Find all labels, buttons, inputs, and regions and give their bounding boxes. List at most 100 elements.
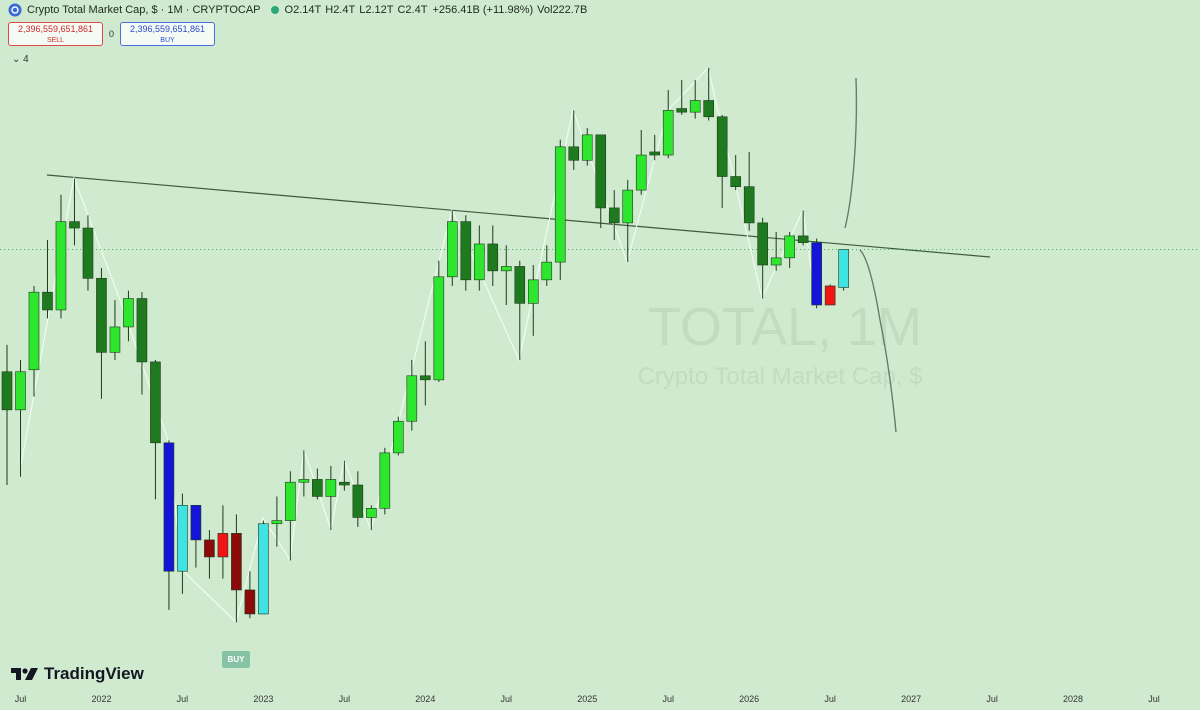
candle-body	[473, 243, 485, 281]
brand: TradingView	[10, 664, 144, 684]
candle-body	[325, 479, 337, 497]
candle-body	[716, 116, 728, 177]
candle-body	[393, 420, 404, 454]
ohlc-value: 2.14T	[293, 4, 322, 16]
indicators-count: 4	[23, 54, 29, 65]
status-dot	[270, 6, 279, 14]
candle-body	[163, 442, 175, 572]
brand-name: TradingView	[44, 664, 144, 683]
x-tick-label: Jul	[662, 694, 674, 704]
candle-body	[581, 134, 593, 161]
candle-body	[69, 221, 80, 229]
candle-body	[339, 481, 350, 486]
watermark-ticker: TOTAL, 1M	[648, 297, 922, 357]
candle-body	[285, 481, 296, 521]
spread: 0	[109, 29, 115, 39]
x-tick-label: 2027	[901, 694, 921, 704]
candle-body	[811, 242, 822, 306]
candle-body	[82, 227, 94, 279]
x-tick-label: Jul	[177, 694, 189, 704]
x-tick-label: 2023	[253, 694, 273, 704]
x-tick-label: 2024	[415, 694, 435, 704]
candle-body	[447, 221, 458, 278]
candle-body	[406, 375, 418, 422]
x-tick-label: Jul	[986, 694, 998, 704]
candle-body	[784, 235, 795, 259]
x-tick-label: 2025	[577, 694, 597, 704]
x-tick-label: 2022	[91, 694, 111, 704]
brand-logo	[11, 668, 38, 680]
candle-body	[217, 533, 229, 558]
volume: 222.7B	[552, 4, 588, 16]
candle-body	[109, 326, 121, 353]
buy-price: 2,396,559,651,861	[129, 24, 206, 34]
indicators-toggle[interactable]: ⌄ 4	[12, 54, 29, 65]
candle-body	[244, 589, 256, 615]
candle-body	[1, 371, 13, 411]
symbol[interactable]: Crypto Total Market Cap, $ · 1M · CRYPTO…	[27, 4, 261, 16]
candle-body	[730, 176, 741, 187]
candle-body	[42, 291, 53, 311]
candle-body	[312, 479, 323, 497]
candle-body	[635, 154, 647, 191]
candle-body	[743, 186, 755, 224]
candle-body	[662, 110, 674, 156]
candle-body	[28, 291, 40, 371]
x-tick-label: Jul	[339, 694, 351, 704]
ohlc-value: 2.4T	[333, 4, 356, 16]
ohlc-key: H	[325, 4, 334, 16]
candle-body	[608, 207, 620, 224]
candle-body	[838, 249, 849, 288]
ohlc-value: 2.4T	[405, 4, 428, 16]
candle-body	[689, 100, 701, 113]
candle-body	[554, 146, 566, 263]
candle-body	[460, 221, 472, 281]
change: +256.41B (+11.98%)	[432, 4, 534, 16]
ohlc-value: 2.12T	[365, 4, 394, 16]
x-tick-label: Jul	[1148, 694, 1160, 704]
candle-body	[595, 134, 607, 209]
candle-body	[136, 298, 148, 363]
buy-button[interactable]: 2,396,559,651,861 BUY	[120, 22, 215, 46]
projection-sketch	[844, 77, 897, 433]
symbol-icon	[8, 3, 22, 17]
candle-body	[433, 276, 445, 381]
buy-marker: BUY	[222, 651, 250, 668]
candle-body	[797, 235, 809, 243]
candle-body	[649, 151, 661, 156]
candle-body	[500, 266, 512, 272]
candle-body	[231, 533, 242, 591]
sell-label: SELL	[46, 37, 65, 44]
x-tick-label: Jul	[501, 694, 513, 704]
candle-body	[757, 222, 768, 266]
ohlc-key: O	[284, 4, 294, 16]
candle-body	[123, 298, 134, 328]
candle-body	[15, 371, 26, 411]
candle-body	[190, 504, 202, 541]
candle-body	[487, 243, 499, 272]
candle-body	[150, 361, 161, 444]
x-tick-label: 2026	[739, 694, 759, 704]
candle-body	[514, 266, 526, 304]
candle-body	[96, 278, 107, 353]
candle-body	[258, 523, 269, 615]
candle-body	[177, 504, 188, 572]
candle-body	[204, 539, 215, 558]
candle-body	[420, 375, 431, 381]
trend-line	[46, 174, 991, 258]
sell-button[interactable]: 2,396,559,651,861 SELL	[8, 22, 103, 46]
watermark-name: Crypto Total Market Cap, $	[637, 363, 922, 390]
volume-label: Vol	[537, 4, 553, 16]
candle-body	[379, 452, 391, 509]
ohlc-key: L	[359, 4, 366, 16]
candle-body	[55, 221, 67, 311]
candle-body	[824, 285, 836, 306]
x-tick-label: 2028	[1063, 694, 1083, 704]
candle-body	[622, 189, 634, 224]
x-tick-label: Jul	[824, 694, 836, 704]
header: Crypto Total Market Cap, $ · 1M · CRYPTO…	[8, 3, 587, 17]
candle-body	[527, 279, 539, 304]
candle-body	[271, 520, 283, 525]
